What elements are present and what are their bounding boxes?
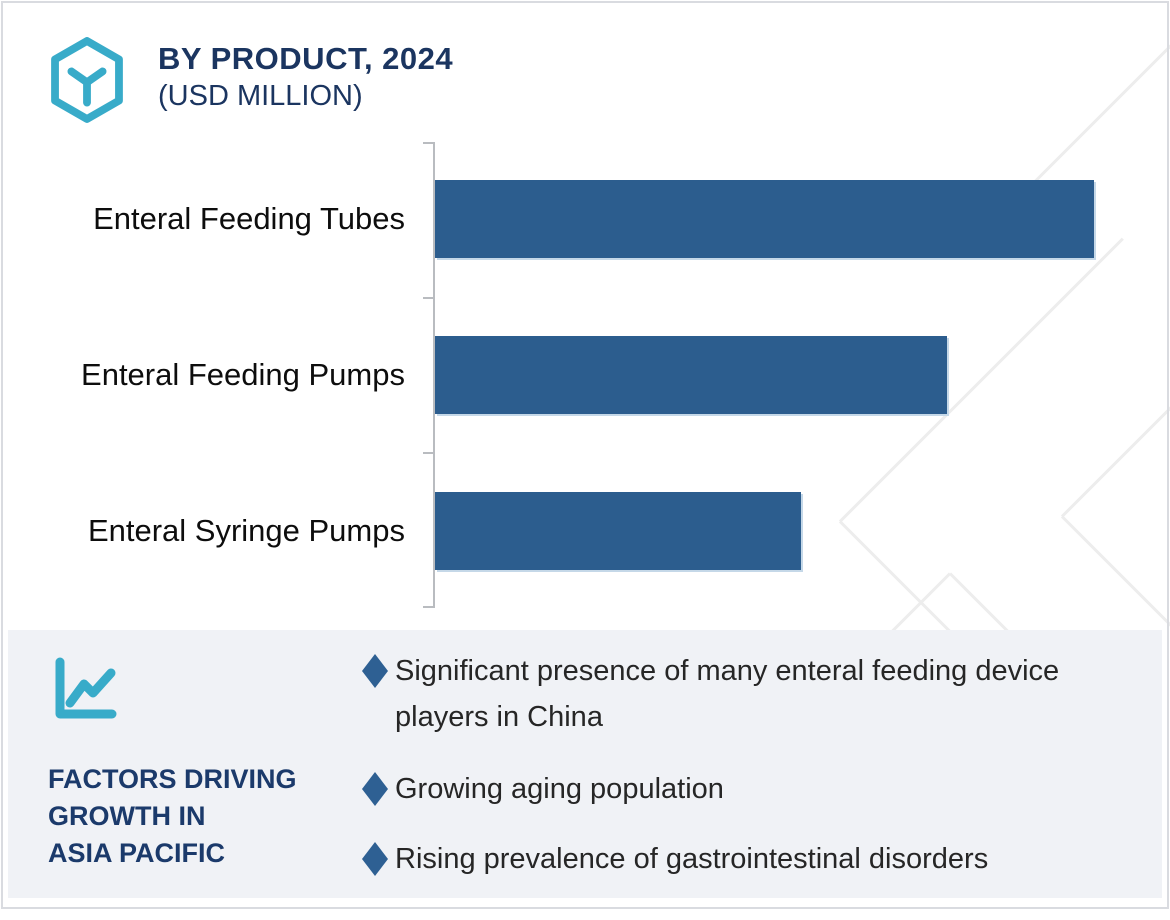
chart-header: BY PRODUCT, 2024 (USD MILLION) <box>48 36 453 124</box>
factors-heading: FACTORS DRIVING GROWTH IN ASIA PACIFIC <box>48 761 348 872</box>
category-label: Enteral Feeding Pumps <box>81 357 405 392</box>
bar-enteral-feeding-tubes <box>435 180 1094 258</box>
factors-heading-line: FACTORS DRIVING <box>48 764 297 794</box>
diamond-bullet-icon <box>362 654 388 688</box>
axis-tick <box>423 606 434 608</box>
factor-text: Rising prevalence of gastrointestinal di… <box>395 843 989 875</box>
factors-heading-line: ASIA PACIFIC <box>48 838 226 868</box>
diamond-bullet-icon <box>362 772 388 806</box>
category-label: Enteral Feeding Tubes <box>93 201 405 236</box>
list-item: Rising prevalence of gastrointestinal di… <box>362 836 1132 882</box>
bar-enteral-syringe-pumps <box>435 492 801 570</box>
list-item: Growing aging population <box>362 766 1132 812</box>
chart-subtitle: (USD MILLION) <box>158 80 363 112</box>
axis-tick <box>423 142 434 144</box>
category-label: Enteral Syringe Pumps <box>87 513 405 548</box>
factors-panel: FACTORS DRIVING GROWTH IN ASIA PACIFIC S… <box>8 630 1162 898</box>
diamond-bullet-icon <box>362 842 388 876</box>
chart-title: BY PRODUCT, 2024 <box>158 41 454 76</box>
factors-left-column: FACTORS DRIVING GROWTH IN ASIA PACIFIC <box>48 652 348 872</box>
axis-tick <box>423 452 434 454</box>
factor-text: Growing aging population <box>395 773 724 805</box>
title-block: BY PRODUCT, 2024 (USD MILLION) <box>158 36 453 114</box>
axis-tick <box>423 297 434 299</box>
y-axis-line <box>433 142 435 608</box>
line-chart-icon <box>55 657 117 719</box>
list-item: Significant presence of many enteral fee… <box>362 648 1132 740</box>
hexagon-cube-icon <box>51 37 123 123</box>
plot-area <box>435 0 1167 630</box>
bar-enteral-feeding-pumps <box>435 336 948 414</box>
factor-text: Significant presence of many enteral fee… <box>395 655 1060 733</box>
factors-heading-line: GROWTH IN <box>48 801 206 831</box>
factors-list: Significant presence of many enteral fee… <box>362 648 1132 908</box>
bar-chart: Enteral Feeding Tubes Enteral Feeding Pu… <box>81 0 1167 630</box>
